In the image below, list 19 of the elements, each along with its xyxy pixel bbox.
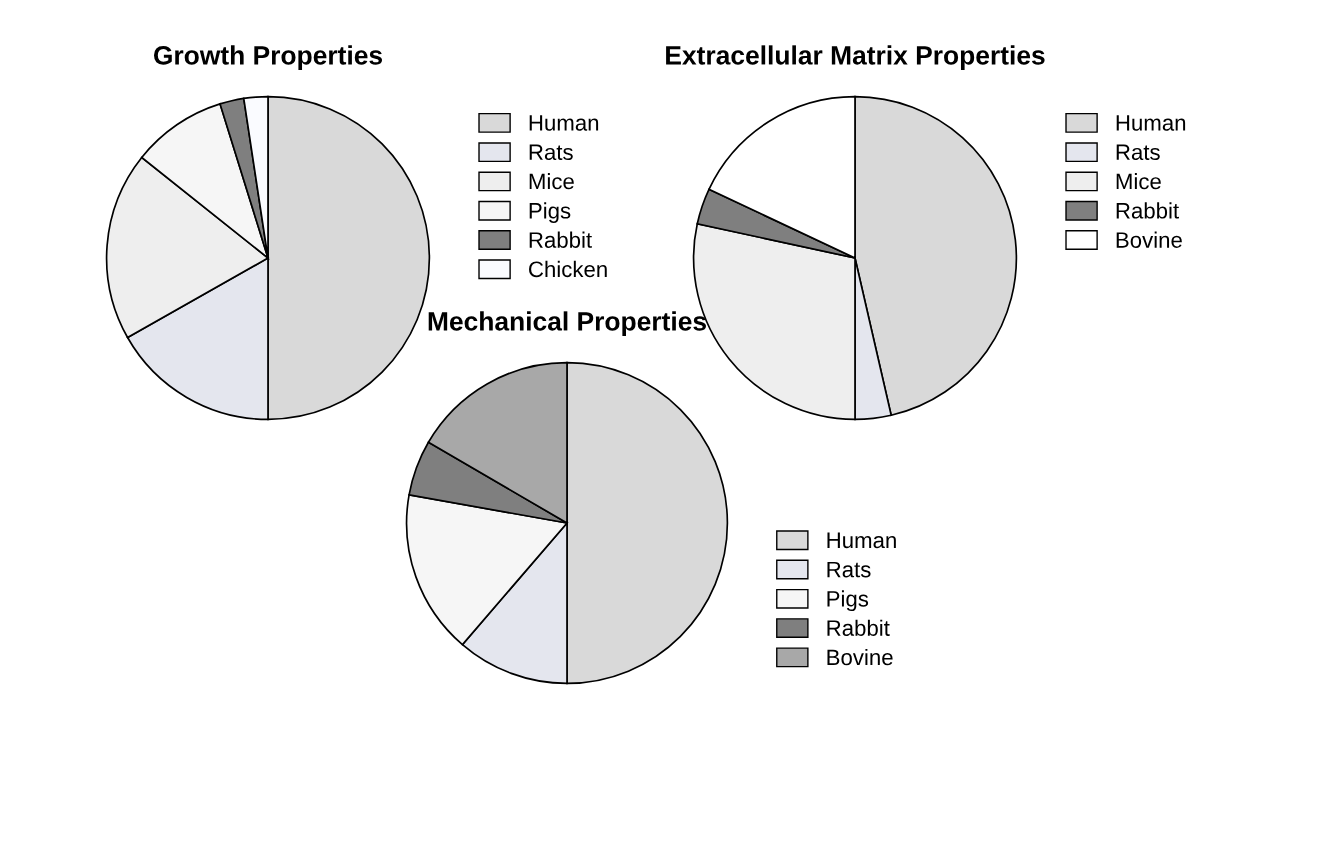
chart-title: Growth Properties xyxy=(153,45,383,70)
legend-label: Human xyxy=(529,115,599,131)
legend-label: Rabbit xyxy=(529,231,592,248)
legend-label: Bovine xyxy=(827,648,893,666)
legend-label: Human xyxy=(827,532,896,549)
legend-label: Rabbit xyxy=(1116,202,1179,219)
chart-title: Mechanical Properties xyxy=(428,311,706,336)
legend-label: Pigs xyxy=(529,202,571,223)
legend-label: Rats xyxy=(1116,144,1160,161)
legend-label: Rabbit xyxy=(827,619,890,636)
legend-label: Rats xyxy=(529,144,573,161)
legend-label: Chicken xyxy=(529,260,607,278)
legend-label: Human xyxy=(1116,115,1186,131)
legend-label: Mice xyxy=(1116,173,1161,190)
legend-label: Rats xyxy=(827,561,871,578)
chart-title: Extracellular Matrix Properties xyxy=(666,45,1045,70)
legend-label: Mice xyxy=(529,173,574,190)
legend-label: Pigs xyxy=(827,590,869,612)
legend-label: Bovine xyxy=(1116,231,1182,248)
